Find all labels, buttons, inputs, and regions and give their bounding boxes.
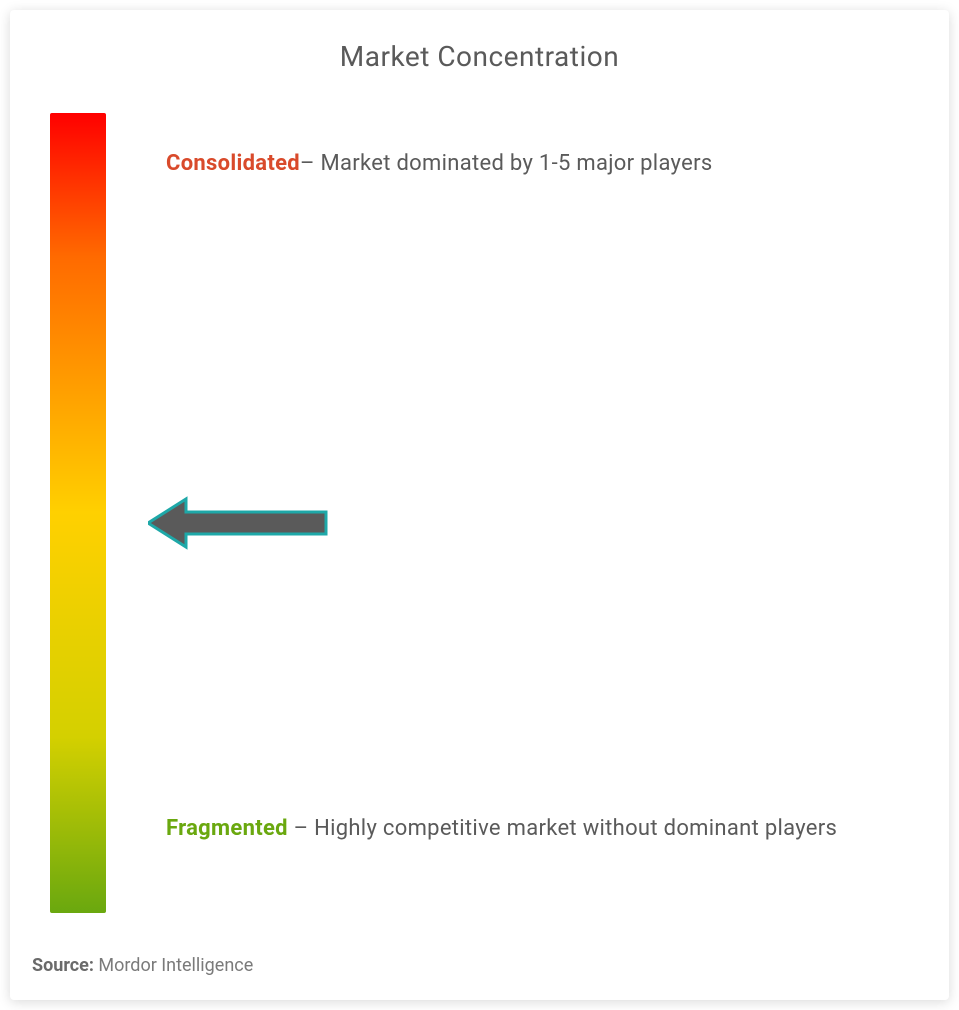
source-attribution: Source: Mordor Intelligence bbox=[32, 955, 253, 976]
consolidated-keyword: Consolidated bbox=[166, 151, 300, 176]
fragmented-keyword: Fragmented bbox=[166, 816, 288, 841]
source-value: Mordor Intelligence bbox=[98, 955, 253, 976]
labels-area: Consolidated– Market dominated by 1-5 ma… bbox=[106, 113, 909, 933]
fragmented-label: Fragmented – Highly competitive market w… bbox=[166, 803, 837, 856]
chart-title: Market Concentration bbox=[50, 40, 909, 73]
source-label: Source: bbox=[32, 955, 94, 976]
chart-content: Consolidated– Market dominated by 1-5 ma… bbox=[50, 113, 909, 933]
concentration-gradient-bar bbox=[50, 113, 106, 913]
consolidated-label: Consolidated– Market dominated by 1-5 ma… bbox=[166, 138, 713, 191]
fragmented-desc: – Highly competitive market without domi… bbox=[288, 816, 837, 841]
market-concentration-card: Market Concentration Consolidated– Marke… bbox=[10, 10, 949, 1000]
consolidated-desc: – Market dominated by 1-5 major players bbox=[300, 151, 713, 176]
